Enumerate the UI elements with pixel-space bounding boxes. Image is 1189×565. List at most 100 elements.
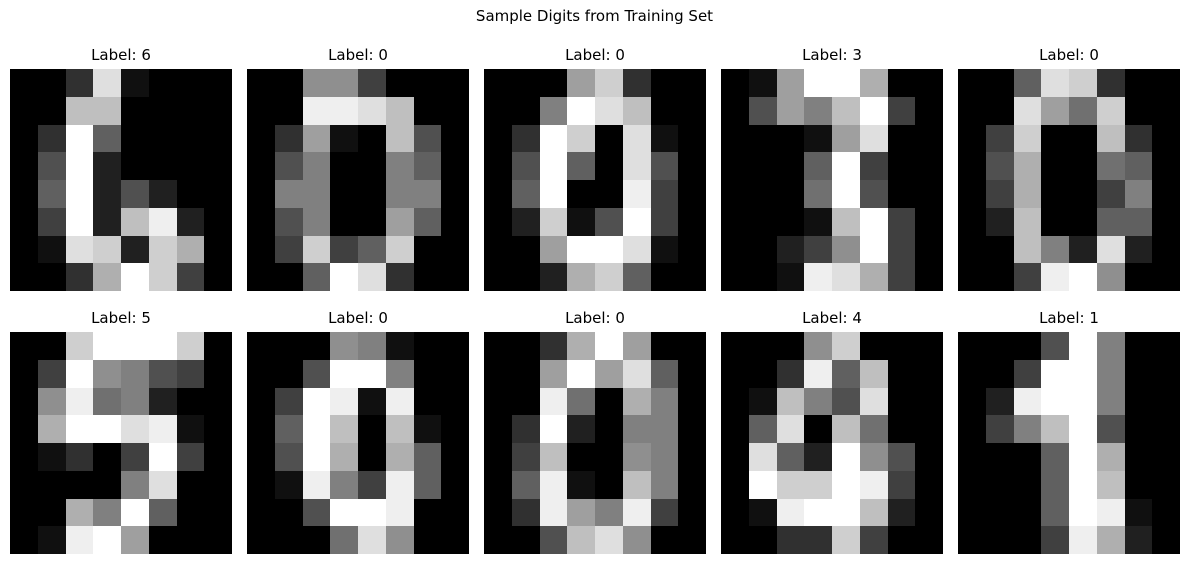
pixel-cell <box>985 498 1014 527</box>
pixel-cell <box>595 387 623 416</box>
pixel-cell <box>958 263 986 291</box>
pixel-cell <box>958 124 986 153</box>
pixel-cell <box>302 415 331 443</box>
pixel-cell <box>121 359 149 388</box>
pixel-cell <box>247 359 275 388</box>
pixel-cell <box>1124 124 1153 153</box>
pixel-cell <box>1069 443 1097 471</box>
pixel-cell <box>385 96 414 125</box>
pixel-cell <box>358 387 386 416</box>
pixel-cell <box>958 96 986 125</box>
pixel-cell <box>121 470 149 499</box>
pixel-cell <box>595 235 623 264</box>
pixel-cell <box>93 526 121 554</box>
pixel-cell <box>748 124 777 153</box>
pixel-cell <box>176 526 205 554</box>
pixel-cell <box>622 69 651 97</box>
pixel-cell <box>413 207 442 236</box>
pixel-cell <box>247 235 275 264</box>
pixel-cell <box>1041 263 1069 291</box>
pixel-cell <box>511 498 540 527</box>
pixel-cell <box>37 235 66 264</box>
pixel-cell <box>721 96 749 125</box>
pixel-cell <box>247 387 275 416</box>
pixel-cell <box>511 96 540 125</box>
pixel-cell <box>330 359 358 388</box>
pixel-cell <box>539 180 568 208</box>
pixel-cell <box>385 152 414 180</box>
pixel-cell <box>958 443 986 471</box>
pixel-cell <box>678 443 706 471</box>
pixel-cell <box>484 526 512 554</box>
pixel-cell <box>121 180 149 208</box>
pixel-cell <box>1013 69 1042 97</box>
pixel-cell <box>93 470 121 499</box>
pixel-cell <box>1069 498 1097 527</box>
pixel-cell <box>595 180 623 208</box>
pixel-cell <box>93 69 121 97</box>
pixel-cell <box>1096 332 1125 360</box>
pixel-cell <box>10 96 38 125</box>
pixel-cell <box>121 124 149 153</box>
pixel-cell <box>176 470 205 499</box>
pixel-cell <box>358 152 386 180</box>
pixel-cell <box>915 263 943 291</box>
pixel-cell <box>330 207 358 236</box>
pixel-cell <box>93 180 121 208</box>
pixel-cell <box>595 359 623 388</box>
pixel-cell <box>985 124 1014 153</box>
pixel-cell <box>148 180 177 208</box>
pixel-cell <box>441 387 469 416</box>
pixel-cell <box>302 235 331 264</box>
pixel-cell <box>484 470 512 499</box>
pixel-cell <box>121 387 149 416</box>
pixel-cell <box>567 124 595 153</box>
pixel-cell <box>93 152 121 180</box>
pixel-cell <box>1013 124 1042 153</box>
pixel-cell <box>1013 443 1042 471</box>
pixel-cell <box>915 69 943 97</box>
pixel-cell <box>985 443 1014 471</box>
pixel-cell <box>247 332 275 360</box>
pixel-cell <box>776 415 805 443</box>
digit-panel: Label: 0 <box>247 309 469 554</box>
pixel-cell <box>511 415 540 443</box>
pixel-cell <box>1041 152 1069 180</box>
pixel-cell <box>93 207 121 236</box>
pixel-cell <box>832 180 860 208</box>
pixel-cell <box>776 96 805 125</box>
pixel-cell <box>441 124 469 153</box>
pixel-cell <box>302 96 331 125</box>
pixel-cell <box>1041 69 1069 97</box>
pixel-cell <box>595 69 623 97</box>
pixel-cell <box>1096 152 1125 180</box>
pixel-cell <box>484 124 512 153</box>
pixel-cell <box>678 470 706 499</box>
pixel-cell <box>721 415 749 443</box>
pixel-cell <box>413 96 442 125</box>
pixel-cell <box>859 526 888 554</box>
pixel-cell <box>274 443 303 471</box>
pixel-cell <box>10 498 38 527</box>
pixel-cell <box>330 387 358 416</box>
pixel-cell <box>804 359 832 388</box>
pixel-cell <box>441 207 469 236</box>
pixel-cell <box>1069 526 1097 554</box>
pixel-cell <box>1013 96 1042 125</box>
pixel-cell <box>37 470 66 499</box>
pixel-cell <box>93 359 121 388</box>
pixel-cell <box>441 470 469 499</box>
pixel-cell <box>1041 415 1069 443</box>
pixel-cell <box>10 180 38 208</box>
pixel-cell <box>748 235 777 264</box>
pixel-cell <box>832 443 860 471</box>
digit-image <box>958 332 1180 554</box>
pixel-cell <box>1013 526 1042 554</box>
pixel-cell <box>302 263 331 291</box>
digit-image <box>484 332 706 554</box>
pixel-cell <box>985 235 1014 264</box>
pixel-cell <box>804 96 832 125</box>
pixel-cell <box>887 359 916 388</box>
pixel-cell <box>148 498 177 527</box>
pixel-cell <box>10 470 38 499</box>
